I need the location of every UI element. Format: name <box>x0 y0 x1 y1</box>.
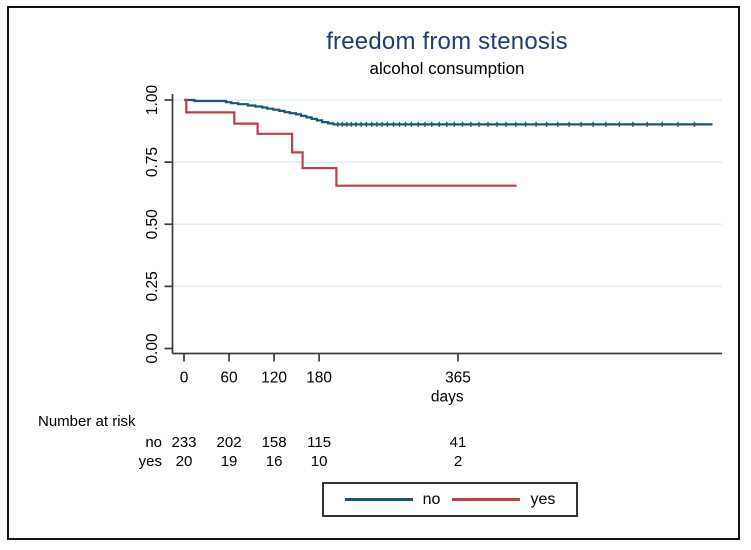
legend-label-yes: yes <box>530 490 556 508</box>
x-tick-label-0: 0 <box>180 370 189 387</box>
legend-label-no: no <box>422 490 441 508</box>
y-tick-label-0.25: 0.25 <box>144 271 161 301</box>
x-tick-label-60: 60 <box>220 370 238 387</box>
x-tick-label-120: 120 <box>261 370 287 387</box>
km-curve-no <box>184 98 713 126</box>
risk-count-yes-day60: 19 <box>220 453 238 470</box>
risk-count-yes-day365: 2 <box>453 453 463 470</box>
x-tick-label-180: 180 <box>306 370 332 387</box>
risk-count-no-day0: 233 <box>171 434 197 451</box>
legend-line-swatch-no <box>344 498 413 501</box>
risk-count-yes-day180: 10 <box>310 453 328 470</box>
risk-count-no-day60: 202 <box>216 434 242 451</box>
chart-title: freedom from stenosis <box>326 28 568 55</box>
risk-count-yes-day0: 20 <box>175 453 193 470</box>
legend-line-swatch-yes <box>452 498 521 501</box>
risk-count-no-day120: 158 <box>261 434 287 451</box>
risk-row-label-no: no <box>145 434 162 451</box>
legend-item-yes: yes <box>452 491 555 509</box>
y-tick-label-0.75: 0.75 <box>144 147 161 177</box>
risk-count-yes-day120: 16 <box>265 453 283 470</box>
y-tick-label-0: 0.00 <box>144 333 161 364</box>
km-curve-yes <box>184 98 517 187</box>
y-tick-label-1: 1.00 <box>144 85 161 116</box>
risk-row-label-yes: yes <box>138 453 162 470</box>
chart-subtitle: alcohol consumption <box>369 59 525 78</box>
figure-border <box>7 6 740 540</box>
y-tick-label-0.5: 0.50 <box>144 209 161 240</box>
x-axis-title: days <box>431 389 464 406</box>
legend: no yes <box>322 482 578 517</box>
risk-count-no-day180: 115 <box>307 434 332 451</box>
x-tick-label-365: 365 <box>445 370 471 387</box>
risk-table-header: Number at risk <box>38 413 136 430</box>
legend-item-no: no <box>344 490 441 509</box>
risk-count-no-day365: 41 <box>449 434 467 451</box>
